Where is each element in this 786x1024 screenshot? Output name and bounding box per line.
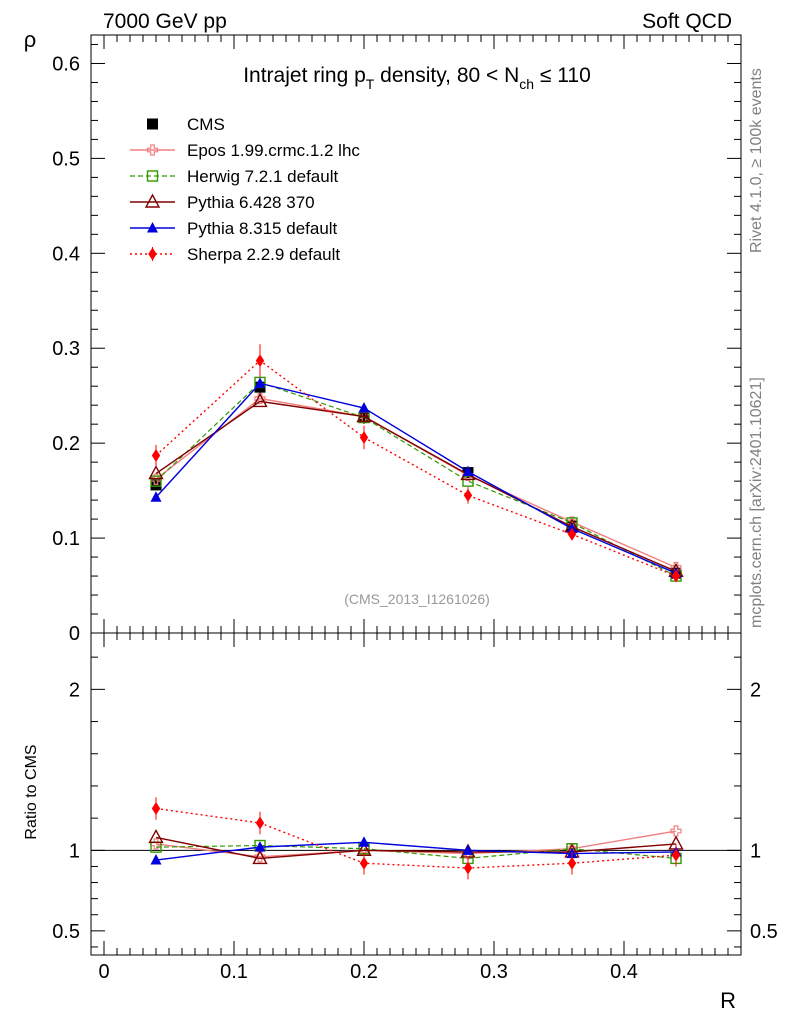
main-line-pythia6 <box>155 400 677 572</box>
main-y-tick-label: 0.3 <box>52 338 80 360</box>
ratio-point-epos <box>670 825 682 837</box>
title-sub-ch: ch <box>519 76 534 92</box>
x-tick-label: 0.2 <box>350 961 378 983</box>
legend-label-pythia8: Pythia 8.315 default <box>187 219 338 238</box>
ratio-y-tick-label: 1 <box>69 840 80 862</box>
ratio-line-pythia8 <box>155 841 677 861</box>
x-tick-label: 0.4 <box>610 961 638 983</box>
ratio-point-pythia8 <box>462 844 474 855</box>
ratio-y-tick-label-right: 2 <box>750 679 761 701</box>
main-tick-labels: 0 0.1 0.2 0.3 0.4 0.5 0.6 <box>52 53 80 645</box>
main-axis-ticks <box>91 35 741 634</box>
chart-title: Intrajet ring pT density, 80 < Nch ≤ 110 <box>243 64 591 92</box>
main-point-pythia6 <box>356 408 372 423</box>
title-part-2: density, 80 < N <box>374 64 519 87</box>
title-part-3: ≤ 110 <box>534 64 591 87</box>
main-line-sherpa <box>155 359 677 577</box>
ratio-point-sherpa <box>359 856 369 870</box>
legend-marker-herwig <box>146 170 159 182</box>
ratio-y-tick-label: 2 <box>69 679 80 701</box>
main-line-herwig <box>155 381 677 577</box>
ratio-panel-frame <box>90 632 742 956</box>
ratio-y-axis-label: Ratio to CMS <box>23 744 40 839</box>
ratio-point-pythia6 <box>148 829 164 844</box>
legend-label-herwig: Herwig 7.2.1 default <box>187 167 338 186</box>
ratio-point-sherpa <box>255 816 265 830</box>
ratio-line-pythia6 <box>155 836 677 860</box>
title-sub-t: T <box>366 76 375 92</box>
ratio-point-pythia8 <box>254 841 266 852</box>
legend-marker-pythia8 <box>147 222 158 233</box>
main-y-tick-label: 0.6 <box>52 53 80 75</box>
ratio-point-sherpa <box>463 861 473 875</box>
ratio-y-tick-label-right: 0.5 <box>750 921 778 943</box>
x-tick-label: 0.1 <box>220 961 248 983</box>
legend-label-sherpa: Sherpa 2.2.9 default <box>187 245 340 264</box>
main-point-pythia8 <box>358 402 370 413</box>
x-tick-label: 0.3 <box>480 961 508 983</box>
rivet-version-label: Rivet 4.1.0, ≥ 100k events <box>748 68 765 253</box>
main-point-pythia8 <box>462 465 474 477</box>
ratio-point-pythia6 <box>252 849 268 865</box>
main-y-axis-label: ρ <box>24 27 37 52</box>
main-point-cms <box>358 412 370 424</box>
legend: CMS Epos 1.99.crmc.1.2 lhc Herwig 7.2.1 de… <box>130 115 360 264</box>
ratio-point-sherpa <box>567 856 577 870</box>
mcplots-credit-label: mcplots.cern.ch [arXiv:2401.10621] <box>748 377 765 628</box>
x-axis-label: R <box>720 988 736 1013</box>
main-line-pythia8 <box>155 382 677 574</box>
main-series-group <box>148 344 684 583</box>
ratio-line-sherpa <box>155 807 677 869</box>
main-point-sherpa <box>359 430 369 444</box>
ratio-point-sherpa <box>151 801 161 815</box>
main-point-pythia6 <box>252 392 268 408</box>
main-point-pythia8 <box>150 491 162 502</box>
title-part-1: Intrajet ring p <box>243 64 366 87</box>
main-point-pythia8 <box>254 377 266 388</box>
legend-marker-cms <box>147 118 158 130</box>
main-y-tick-label: 0.4 <box>52 243 80 265</box>
ratio-point-sherpa <box>671 848 681 862</box>
header-category-label: Soft QCD <box>642 10 732 33</box>
main-point-sherpa <box>567 527 577 541</box>
ratio-axis-ticks <box>91 633 741 955</box>
ratio-tick-labels: 0.5 0.5 1 1 2 2 0 0.1 0.2 0.3 0.4 <box>52 679 778 983</box>
main-y-tick-label: 0.1 <box>52 528 80 550</box>
legend-label-cms: CMS <box>187 115 225 134</box>
main-point-herwig <box>150 475 162 487</box>
legend-label-pythia6: Pythia 6.428 370 <box>187 193 315 212</box>
main-point-cms <box>150 479 162 491</box>
main-point-sherpa <box>255 354 265 368</box>
main-point-sherpa <box>463 488 473 502</box>
main-y-tick-label: 0.2 <box>52 433 80 455</box>
analysis-tag: (CMS_2013_I1261026) <box>344 591 490 607</box>
ratio-point-pythia8 <box>358 836 370 847</box>
ratio-y-tick-label-right: 1 <box>750 840 761 862</box>
header-energy-label: 7000 GeV pp <box>103 10 227 33</box>
legend-marker-epos <box>146 144 159 156</box>
main-point-pythia6 <box>148 465 164 480</box>
ratio-series-group <box>148 797 684 880</box>
x-tick-label: 0 <box>98 961 109 983</box>
main-y-tick-label: 0 <box>69 623 80 645</box>
main-line-epos <box>155 397 677 569</box>
ratio-point-pythia8 <box>150 854 162 865</box>
legend-label-epos: Epos 1.99.crmc.1.2 lhc <box>187 141 360 160</box>
legend-marker-sherpa <box>148 247 157 261</box>
main-point-sherpa <box>151 448 161 462</box>
ratio-y-tick-label: 0.5 <box>52 921 80 943</box>
legend-marker-pythia6 <box>144 193 161 208</box>
main-point-sherpa <box>671 569 681 583</box>
main-y-tick-label: 0.5 <box>52 148 80 170</box>
